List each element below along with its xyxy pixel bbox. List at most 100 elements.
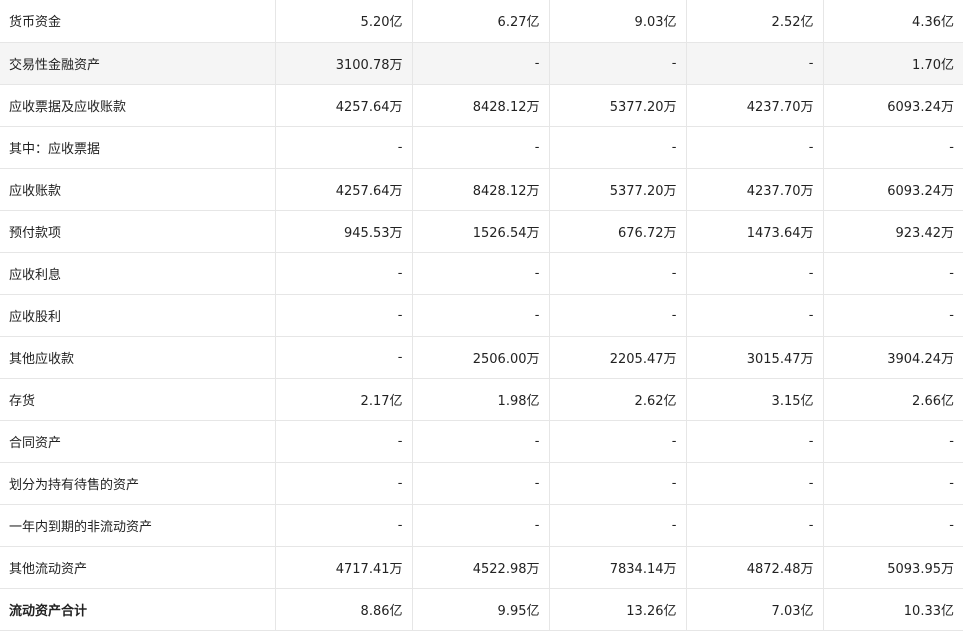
- row-value: 2205.47万: [549, 336, 687, 379]
- row-value: 8428.12万: [412, 168, 550, 211]
- row-value: 4257.64万: [275, 84, 413, 127]
- row-label: 划分为持有待售的资产: [0, 462, 276, 505]
- row-label: 其他应收款: [0, 336, 276, 379]
- table-row-interest-receivable: 应收利息 - - - - -: [0, 252, 963, 295]
- table-row-accounts-receivable: 应收账款 4257.64万 8428.12万 5377.20万 4237.70万…: [0, 168, 963, 211]
- row-value: 5.20亿: [275, 0, 413, 43]
- row-value: 4717.41万: [275, 546, 413, 589]
- row-value: -: [823, 252, 963, 295]
- row-value: 2.17亿: [275, 378, 413, 421]
- row-value: 1.70亿: [823, 42, 963, 85]
- table-row-dividends-receivable: 应收股利 - - - - -: [0, 294, 963, 337]
- row-value: -: [412, 420, 550, 463]
- row-value: 13.26亿: [549, 588, 687, 631]
- row-value: 4522.98万: [412, 546, 550, 589]
- row-value: -: [412, 294, 550, 337]
- row-label: 应收利息: [0, 252, 276, 295]
- row-label: 一年内到期的非流动资产: [0, 504, 276, 547]
- row-value: 4872.48万: [686, 546, 824, 589]
- row-value: -: [549, 252, 687, 295]
- table-row-contract-assets: 合同资产 - - - - -: [0, 420, 963, 463]
- row-value: -: [275, 504, 413, 547]
- row-value: -: [412, 126, 550, 169]
- row-value: 5377.20万: [549, 84, 687, 127]
- table-row-other-current-assets: 其他流动资产 4717.41万 4522.98万 7834.14万 4872.4…: [0, 546, 963, 589]
- row-value: 7834.14万: [549, 546, 687, 589]
- row-value: 6093.24万: [823, 84, 963, 127]
- row-value: 3015.47万: [686, 336, 824, 379]
- row-value: 2.66亿: [823, 378, 963, 421]
- row-value: -: [686, 126, 824, 169]
- row-label: 应收票据及应收账款: [0, 84, 276, 127]
- row-value: 3904.24万: [823, 336, 963, 379]
- row-value: -: [275, 252, 413, 295]
- row-value: -: [549, 42, 687, 85]
- row-value: 1526.54万: [412, 210, 550, 253]
- row-value: -: [275, 462, 413, 505]
- row-label: 流动资产合计: [0, 588, 276, 631]
- row-label: 货币资金: [0, 0, 276, 43]
- row-value: 1.98亿: [412, 378, 550, 421]
- row-value: -: [686, 294, 824, 337]
- row-value: 9.95亿: [412, 588, 550, 631]
- row-value: -: [275, 294, 413, 337]
- row-value: 6093.24万: [823, 168, 963, 211]
- table-row-cash: 货币资金 5.20亿 6.27亿 9.03亿 2.52亿 4.36亿: [0, 0, 963, 43]
- row-label: 其中：应收票据: [0, 126, 276, 169]
- row-value: -: [549, 420, 687, 463]
- row-value: 10.33亿: [823, 588, 963, 631]
- row-value: -: [275, 336, 413, 379]
- row-value: 2.62亿: [549, 378, 687, 421]
- row-value: 2506.00万: [412, 336, 550, 379]
- row-value: -: [549, 126, 687, 169]
- row-value: -: [549, 504, 687, 547]
- row-value: -: [823, 294, 963, 337]
- row-value: -: [275, 126, 413, 169]
- table-row-other-receivables: 其他应收款 - 2506.00万 2205.47万 3015.47万 3904.…: [0, 336, 963, 379]
- row-value: -: [823, 126, 963, 169]
- row-value: 3.15亿: [686, 378, 824, 421]
- row-value: 8.86亿: [275, 588, 413, 631]
- row-value: -: [549, 462, 687, 505]
- row-value: 4257.64万: [275, 168, 413, 211]
- row-value: 2.52亿: [686, 0, 824, 43]
- row-value: -: [823, 420, 963, 463]
- row-label: 预付款项: [0, 210, 276, 253]
- row-value: -: [412, 252, 550, 295]
- row-value: 4237.70万: [686, 168, 824, 211]
- table-row-inventory: 存货 2.17亿 1.98亿 2.62亿 3.15亿 2.66亿: [0, 378, 963, 421]
- row-value: -: [823, 462, 963, 505]
- table-row-trading-financial-assets: 交易性金融资产 3100.78万 - - - 1.70亿: [0, 42, 963, 85]
- table-row-non-current-assets-due-within-one-year: 一年内到期的非流动资产 - - - - -: [0, 504, 963, 547]
- row-label: 存货: [0, 378, 276, 421]
- row-value: 6.27亿: [412, 0, 550, 43]
- row-value: 4.36亿: [823, 0, 963, 43]
- row-label: 合同资产: [0, 420, 276, 463]
- row-value: -: [686, 504, 824, 547]
- row-value: -: [412, 462, 550, 505]
- row-value: -: [686, 420, 824, 463]
- row-label: 应收股利: [0, 294, 276, 337]
- table-row-notes-receivable: 其中：应收票据 - - - - -: [0, 126, 963, 169]
- row-value: 3100.78万: [275, 42, 413, 85]
- row-value: -: [275, 420, 413, 463]
- table-row-held-for-sale-assets: 划分为持有待售的资产 - - - - -: [0, 462, 963, 505]
- row-value: 4237.70万: [686, 84, 824, 127]
- row-value: 7.03亿: [686, 588, 824, 631]
- row-value: 5377.20万: [549, 168, 687, 211]
- row-value: -: [686, 252, 824, 295]
- table-row-prepayments: 预付款项 945.53万 1526.54万 676.72万 1473.64万 9…: [0, 210, 963, 253]
- table-row-notes-and-accounts-receivable: 应收票据及应收账款 4257.64万 8428.12万 5377.20万 423…: [0, 84, 963, 127]
- row-value: 9.03亿: [549, 0, 687, 43]
- row-value: 923.42万: [823, 210, 963, 253]
- row-label: 其他流动资产: [0, 546, 276, 589]
- row-value: 1473.64万: [686, 210, 824, 253]
- row-value: 945.53万: [275, 210, 413, 253]
- row-value: 8428.12万: [412, 84, 550, 127]
- row-value: -: [412, 42, 550, 85]
- row-value: -: [686, 462, 824, 505]
- row-label: 交易性金融资产: [0, 42, 276, 85]
- row-value: -: [412, 504, 550, 547]
